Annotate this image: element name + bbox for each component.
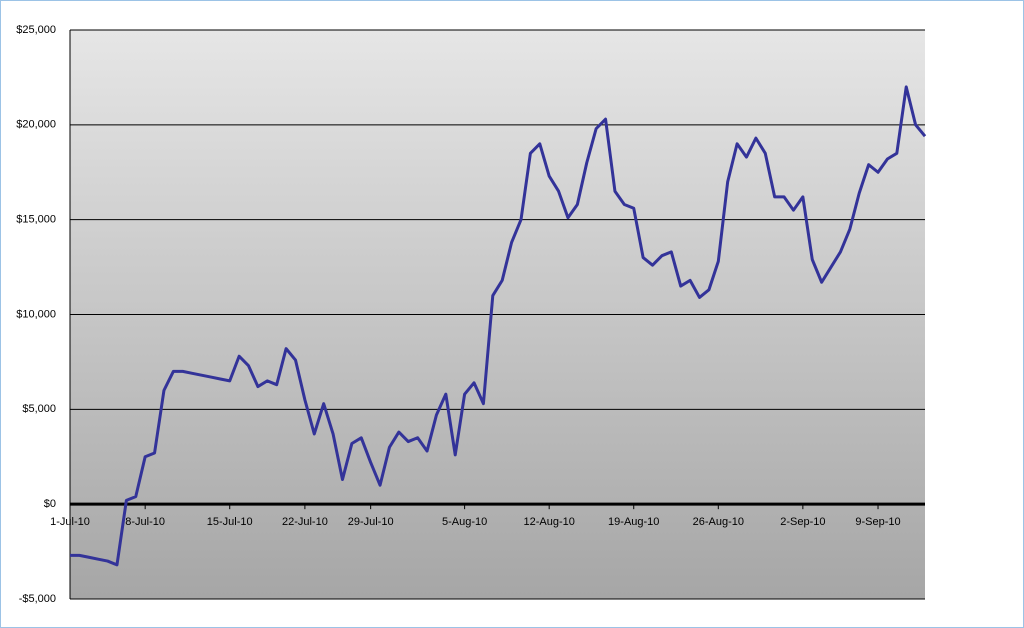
x-tick-label: 2-Sep-10 xyxy=(780,516,825,528)
y-tick-label: $15,000 xyxy=(16,214,56,226)
x-tick-label: 5-Aug-10 xyxy=(442,516,487,528)
x-tick-label: 26-Aug-10 xyxy=(693,516,744,528)
x-tick-label: 29-Jul-10 xyxy=(348,516,394,528)
y-tick-label: -$5,000 xyxy=(19,593,56,605)
x-tick-label: 15-Jul-10 xyxy=(207,516,253,528)
x-tick-label: 12-Aug-10 xyxy=(523,516,574,528)
y-tick-label: $5,000 xyxy=(22,403,56,415)
x-tick-label: 8-Jul-10 xyxy=(125,516,165,528)
y-tick-label: $10,000 xyxy=(16,308,56,320)
y-tick-label: $0 xyxy=(44,498,56,510)
data-line xyxy=(70,85,927,567)
x-tick-label: 1-Jul-10 xyxy=(50,516,90,528)
x-tick-label: 19-Aug-10 xyxy=(608,516,659,528)
y-tick-label: $20,000 xyxy=(16,119,56,131)
x-tick-label: 22-Jul-10 xyxy=(282,516,328,528)
x-tick-label: 9-Sep-10 xyxy=(855,516,900,528)
y-tick-label: $25,000 xyxy=(16,24,56,36)
